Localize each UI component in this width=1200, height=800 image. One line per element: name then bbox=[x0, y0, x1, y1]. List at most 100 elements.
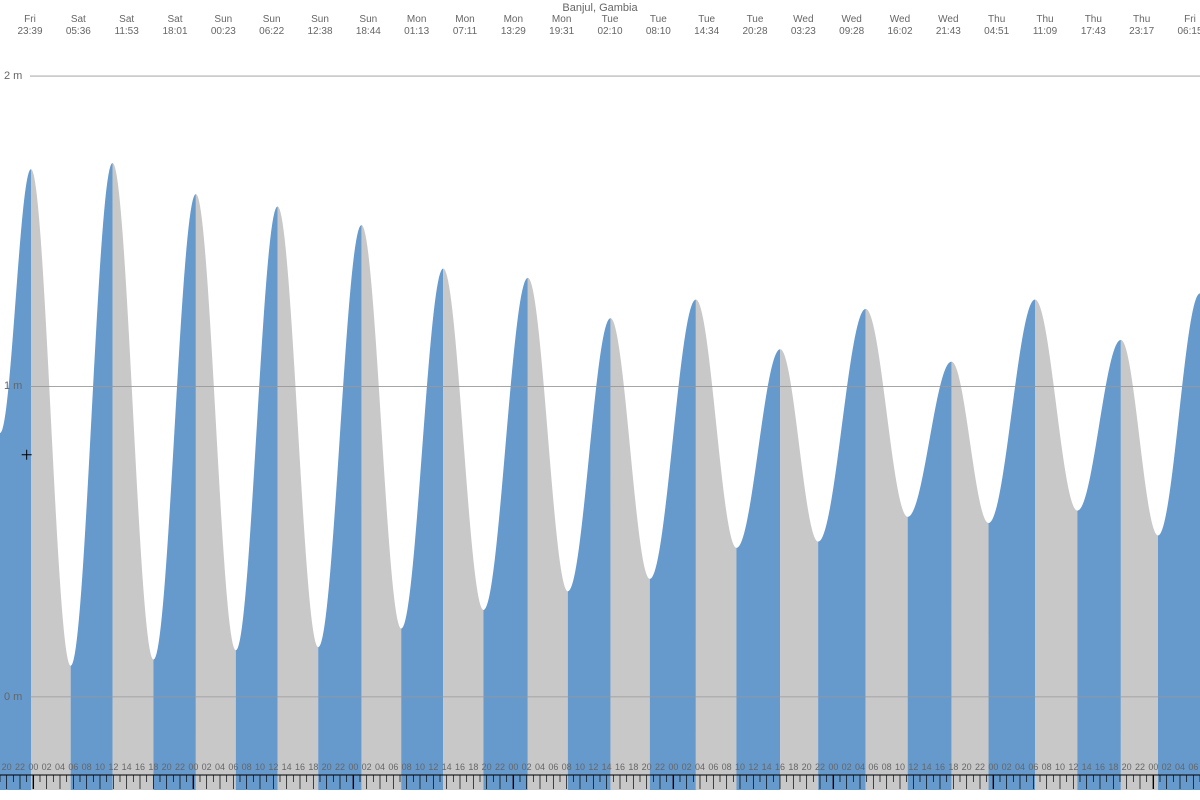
x-hour-label: 04 bbox=[1015, 762, 1025, 772]
x-hour-label: 10 bbox=[415, 762, 425, 772]
x-hour-label: 02 bbox=[202, 762, 212, 772]
x-hour-label: 04 bbox=[855, 762, 865, 772]
x-hour-label: 06 bbox=[548, 762, 558, 772]
chart-svg bbox=[0, 0, 1200, 800]
x-hour-label: 18 bbox=[948, 762, 958, 772]
tide-event-label: Mon01:13 bbox=[404, 14, 429, 38]
x-hour-label: 18 bbox=[628, 762, 638, 772]
x-hour-label: 06 bbox=[68, 762, 78, 772]
y-axis-label: 0 m bbox=[4, 691, 22, 703]
x-hour-label: 06 bbox=[228, 762, 238, 772]
x-hour-label: 22 bbox=[655, 762, 665, 772]
x-hour-label: 14 bbox=[922, 762, 932, 772]
event-labels-row: Fri23:39 Sat05:36 Sat11:53 Sat18:01 Sun00:23… bbox=[0, 14, 1200, 44]
x-hour-label: 02 bbox=[842, 762, 852, 772]
x-hour-label: 18 bbox=[148, 762, 158, 772]
x-hour-label: 06 bbox=[1188, 762, 1198, 772]
x-hour-label: 08 bbox=[82, 762, 92, 772]
tide-event-label: Mon13:29 bbox=[501, 14, 526, 38]
x-hour-label: 18 bbox=[1108, 762, 1118, 772]
x-hour-label: 12 bbox=[588, 762, 598, 772]
tide-event-label: Tue20:28 bbox=[742, 14, 767, 38]
x-hour-label: 10 bbox=[255, 762, 265, 772]
tide-event-label: Sun12:38 bbox=[307, 14, 332, 38]
tide-event-label: Wed03:23 bbox=[791, 14, 816, 38]
x-hour-label: 00 bbox=[28, 762, 38, 772]
x-hour-label: 02 bbox=[42, 762, 52, 772]
y-axis-label: 1 m bbox=[4, 380, 22, 392]
x-hour-label: 16 bbox=[775, 762, 785, 772]
x-hour-label: 08 bbox=[562, 762, 572, 772]
tide-event-label: Thu11:09 bbox=[1033, 14, 1057, 38]
tide-event-label: Sat11:53 bbox=[115, 14, 139, 38]
x-hour-label: 18 bbox=[788, 762, 798, 772]
x-hour-label: 00 bbox=[1148, 762, 1158, 772]
x-hour-label: 10 bbox=[735, 762, 745, 772]
x-hour-label: 14 bbox=[122, 762, 132, 772]
tide-event-label: Tue14:34 bbox=[694, 14, 719, 38]
x-hour-label: 16 bbox=[295, 762, 305, 772]
y-axis-label: 2 m bbox=[4, 70, 22, 82]
x-hour-label: 06 bbox=[388, 762, 398, 772]
x-hour-label: 16 bbox=[1095, 762, 1105, 772]
tide-event-label: Sat18:01 bbox=[162, 14, 187, 38]
tide-event-label: Mon19:31 bbox=[549, 14, 574, 38]
x-hour-label: 08 bbox=[242, 762, 252, 772]
tide-event-label: Wed16:02 bbox=[887, 14, 912, 38]
tide-event-label: Sun18:44 bbox=[356, 14, 381, 38]
x-hour-label: 22 bbox=[815, 762, 825, 772]
x-hour-label: 20 bbox=[962, 762, 972, 772]
tide-event-label: Sun06:22 bbox=[259, 14, 284, 38]
x-hour-label: 22 bbox=[335, 762, 345, 772]
tide-chart: Banjul, Gambia Fri23:39 Sat05:36 Sat11:53 S… bbox=[0, 0, 1200, 800]
x-hour-label: 00 bbox=[828, 762, 838, 772]
x-hour-label: 02 bbox=[522, 762, 532, 772]
x-hour-label: 22 bbox=[15, 762, 25, 772]
x-hour-label: 12 bbox=[108, 762, 118, 772]
tide-event-label: Wed09:28 bbox=[839, 14, 864, 38]
x-hour-label: 02 bbox=[682, 762, 692, 772]
x-hour-label: 10 bbox=[1055, 762, 1065, 772]
x-hour-label: 02 bbox=[1002, 762, 1012, 772]
x-hour-label: 20 bbox=[642, 762, 652, 772]
x-hour-label: 00 bbox=[188, 762, 198, 772]
x-hour-label: 08 bbox=[402, 762, 412, 772]
x-hour-label: 22 bbox=[1135, 762, 1145, 772]
x-hour-label: 14 bbox=[1082, 762, 1092, 772]
tide-event-label: Sat05:36 bbox=[66, 14, 91, 38]
tide-event-label: Fri23:39 bbox=[17, 14, 42, 38]
tide-event-label: Wed21:43 bbox=[936, 14, 961, 38]
x-hour-label: 00 bbox=[348, 762, 358, 772]
x-hour-label: 16 bbox=[615, 762, 625, 772]
x-hour-label: 04 bbox=[535, 762, 545, 772]
x-hour-label: 14 bbox=[602, 762, 612, 772]
x-hour-label: 12 bbox=[268, 762, 278, 772]
x-hour-label: 20 bbox=[322, 762, 332, 772]
tide-event-label: Sun00:23 bbox=[211, 14, 236, 38]
x-hour-label: 20 bbox=[802, 762, 812, 772]
x-hour-label: 16 bbox=[935, 762, 945, 772]
x-hour-label: 18 bbox=[468, 762, 478, 772]
x-hour-label: 22 bbox=[975, 762, 985, 772]
x-hour-label: 20 bbox=[1122, 762, 1132, 772]
x-hour-label: 22 bbox=[175, 762, 185, 772]
x-hour-label: 04 bbox=[695, 762, 705, 772]
tide-event-label: Tue08:10 bbox=[646, 14, 671, 38]
x-hour-label: 06 bbox=[708, 762, 718, 772]
x-hour-label: 00 bbox=[508, 762, 518, 772]
tide-event-label: Thu04:51 bbox=[984, 14, 1009, 38]
tide-event-label: Mon07:11 bbox=[453, 14, 477, 38]
x-hour-label: 08 bbox=[1042, 762, 1052, 772]
x-hour-label: 12 bbox=[428, 762, 438, 772]
x-hour-label: 10 bbox=[575, 762, 585, 772]
x-hour-label: 04 bbox=[1175, 762, 1185, 772]
x-hour-label: 10 bbox=[95, 762, 105, 772]
tide-event-label: Fri06:15 bbox=[1177, 14, 1200, 38]
x-hour-label: 04 bbox=[375, 762, 385, 772]
tide-event-label: Thu17:43 bbox=[1081, 14, 1106, 38]
x-hour-label: 16 bbox=[135, 762, 145, 772]
x-hour-label: 06 bbox=[868, 762, 878, 772]
x-hour-label: 08 bbox=[882, 762, 892, 772]
x-hour-label: 10 bbox=[895, 762, 905, 772]
chart-title: Banjul, Gambia bbox=[0, 2, 1200, 14]
